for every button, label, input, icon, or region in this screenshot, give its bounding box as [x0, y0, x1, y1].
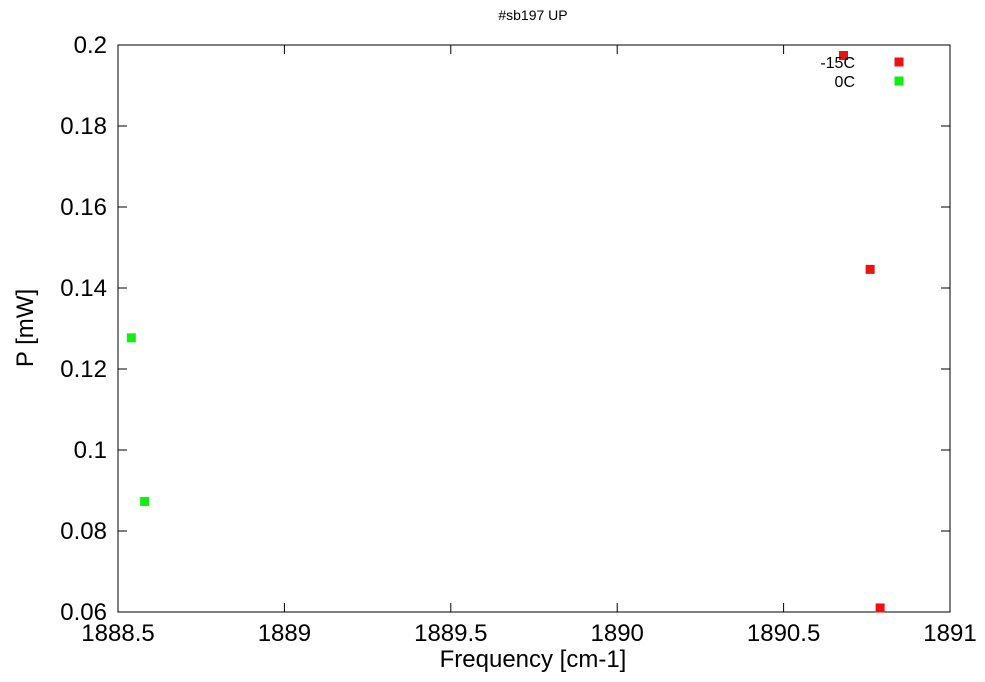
y-tick-label: 0.12: [60, 356, 107, 383]
data-points: [126, 51, 885, 613]
x-tick-label: 1891: [923, 620, 976, 647]
y-tick-label: 0.08: [60, 518, 107, 545]
chart-title: #sb197 UP: [498, 7, 567, 23]
y-tick-label: 0.18: [60, 113, 107, 140]
y-axis-title: P [mW]: [12, 289, 39, 367]
x-tick-label: 1890.5: [747, 620, 820, 647]
data-point-0c-0: [126, 333, 136, 343]
legend-label: 0C: [835, 74, 855, 91]
x-axis-title: Frequency [cm-1]: [440, 646, 627, 673]
y-tick-label: 0.2: [74, 32, 107, 59]
data-point-0c-1: [140, 496, 150, 506]
plot-area-frame: [117, 44, 951, 613]
legend: -15C 0C: [820, 55, 904, 91]
y-tick-label: 0.06: [60, 599, 107, 626]
x-tick-label: 1889.5: [414, 620, 487, 647]
data-point-minus15c-0: [839, 51, 849, 61]
legend-marker: [894, 76, 904, 86]
legend-marker: [894, 57, 904, 67]
x-tick-label: 1889: [258, 620, 311, 647]
data-point-minus15c-1: [865, 264, 875, 274]
y-tick-label: 0.1: [74, 437, 107, 464]
axis-ticks: 1888.5 1889 1889.5 1890 1890.5 1891 0.06 0.08 0.…: [60, 32, 976, 647]
x-tick-label: 1888.5: [81, 620, 154, 647]
data-point-minus15c-2: [875, 603, 885, 613]
y-tick-label: 0.14: [60, 275, 107, 302]
y-tick-label: 0.16: [60, 194, 107, 221]
x-tick-label: 1890: [591, 620, 644, 647]
legend-label: -15C: [820, 55, 855, 72]
